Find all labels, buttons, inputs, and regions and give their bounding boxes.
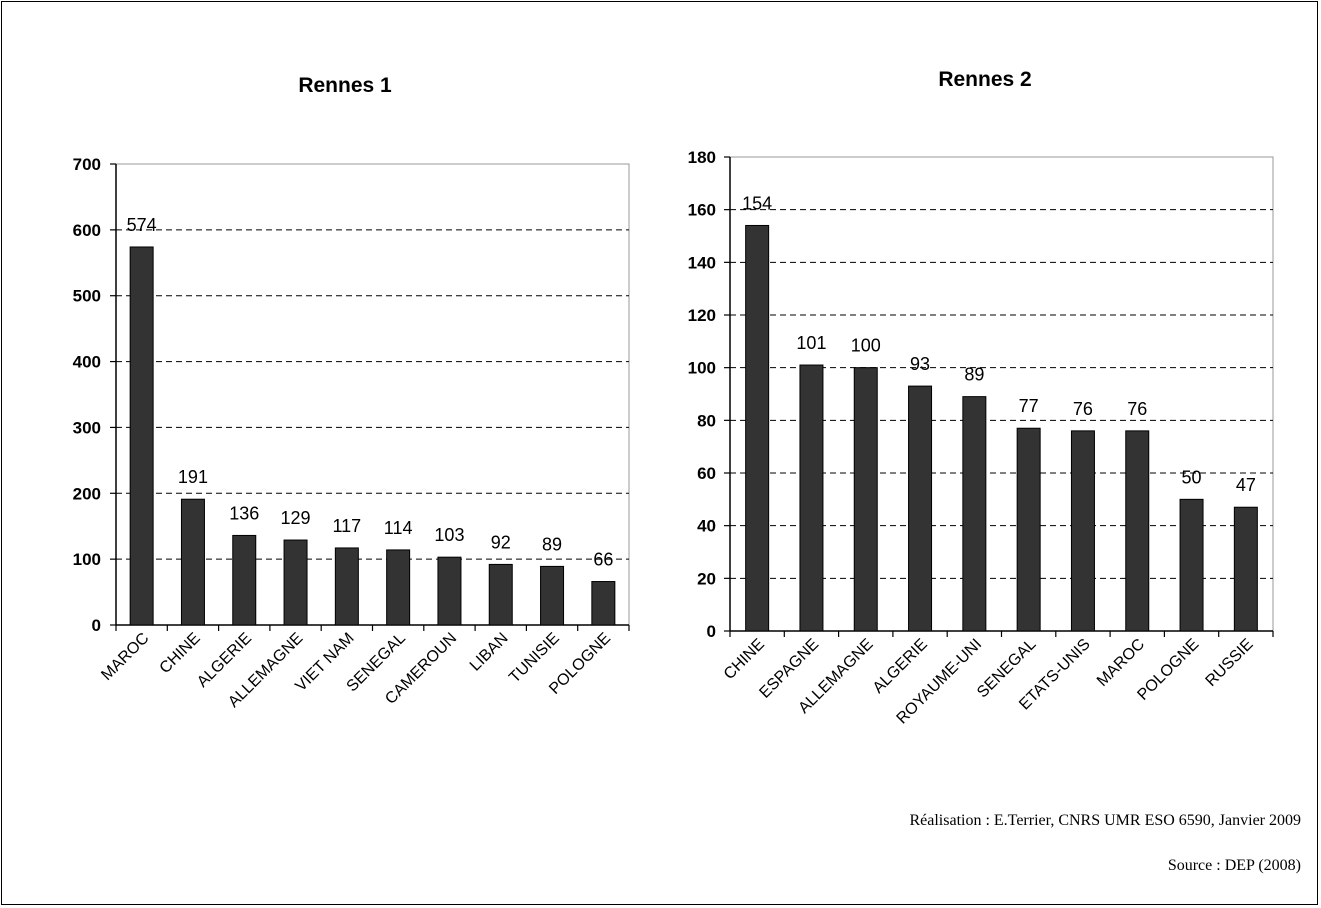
y-tick-label: 200 xyxy=(73,484,101,503)
y-tick-label: 600 xyxy=(73,221,101,240)
bar-chine xyxy=(745,224,770,632)
data-label: 66 xyxy=(593,550,613,570)
bar-senegal xyxy=(1016,427,1041,632)
y-tick-label: 0 xyxy=(707,622,716,641)
y-tick-label: 100 xyxy=(73,550,101,569)
data-label: 129 xyxy=(281,508,311,528)
bar-cameroun xyxy=(437,556,462,626)
data-label: 100 xyxy=(851,336,881,356)
bar-allemagne xyxy=(853,367,878,632)
data-label: 93 xyxy=(910,354,930,374)
chart-title: Rennes 2 xyxy=(938,68,1031,91)
data-label: 76 xyxy=(1127,399,1147,419)
data-label: 136 xyxy=(229,503,259,523)
chart-1: Rennes 1 0 100 200 300 400 500 600 700 574 MAROC 19… xyxy=(73,74,630,711)
y-tick-label: 60 xyxy=(697,464,716,483)
x-category-label: LIBAN xyxy=(467,630,512,675)
data-label: 47 xyxy=(1236,475,1256,495)
bar-senegal xyxy=(386,549,411,626)
bar-espagne xyxy=(799,364,824,632)
y-tick-label: 40 xyxy=(697,517,716,536)
data-label: 77 xyxy=(1019,396,1039,416)
bar-etats-unis xyxy=(1070,430,1095,632)
bar-pologne xyxy=(591,581,616,626)
x-category-label: MAROC xyxy=(1094,636,1148,690)
data-label: 101 xyxy=(796,333,826,353)
y-tick-label: 100 xyxy=(688,359,716,378)
x-category-label: RUSSIE xyxy=(1203,636,1257,690)
y-tick-label: 160 xyxy=(688,201,716,220)
data-label: 154 xyxy=(742,193,772,213)
data-label: 114 xyxy=(384,518,413,538)
bar-viet-nam xyxy=(334,547,359,626)
bar-algerie xyxy=(908,385,933,632)
y-tick-label: 120 xyxy=(688,306,716,325)
credit-realisation: Réalisation : E.Terrier, CNRS UMR ESO 65… xyxy=(909,812,1301,829)
data-label: 89 xyxy=(964,365,984,385)
data-label: 89 xyxy=(542,534,562,554)
data-label: 50 xyxy=(1182,467,1202,487)
y-tick-label: 300 xyxy=(73,418,101,437)
y-tick-label: 140 xyxy=(688,253,716,272)
credit-source: Source : DEP (2008) xyxy=(1167,857,1301,874)
data-label: 191 xyxy=(178,467,208,487)
y-tick-label: 0 xyxy=(92,616,101,635)
chart-title: Rennes 1 xyxy=(298,74,392,97)
data-label: 76 xyxy=(1073,399,1093,419)
data-label: 117 xyxy=(332,516,361,536)
x-category-label: CHINE xyxy=(157,630,204,677)
y-tick-label: 20 xyxy=(697,569,716,588)
y-tick-label: 500 xyxy=(73,287,101,306)
x-category-label: MAROC xyxy=(98,630,152,684)
bar-pologne xyxy=(1179,498,1204,632)
chart-2: Rennes 2 0 20 40 60 80 100 120 140 160 180 154 CHINE… xyxy=(688,68,1274,727)
bar-maroc xyxy=(1125,430,1150,632)
data-label: 574 xyxy=(127,215,157,235)
y-tick-label: 400 xyxy=(73,353,101,372)
x-category-label: CHINE xyxy=(721,636,768,683)
y-tick-label: 700 xyxy=(73,155,101,174)
y-tick-label: 80 xyxy=(697,411,716,430)
bar-allemagne xyxy=(283,539,308,626)
bar-liban xyxy=(488,563,513,626)
data-label: 103 xyxy=(434,525,464,545)
bar-russie xyxy=(1233,506,1258,632)
bar-maroc xyxy=(129,246,154,626)
bar-royaume-uni xyxy=(962,396,987,632)
bar-chine xyxy=(180,498,205,626)
bar-algerie xyxy=(232,534,257,626)
data-label: 92 xyxy=(491,532,511,552)
y-tick-label: 180 xyxy=(688,148,716,167)
bar-tunisie xyxy=(540,565,565,626)
